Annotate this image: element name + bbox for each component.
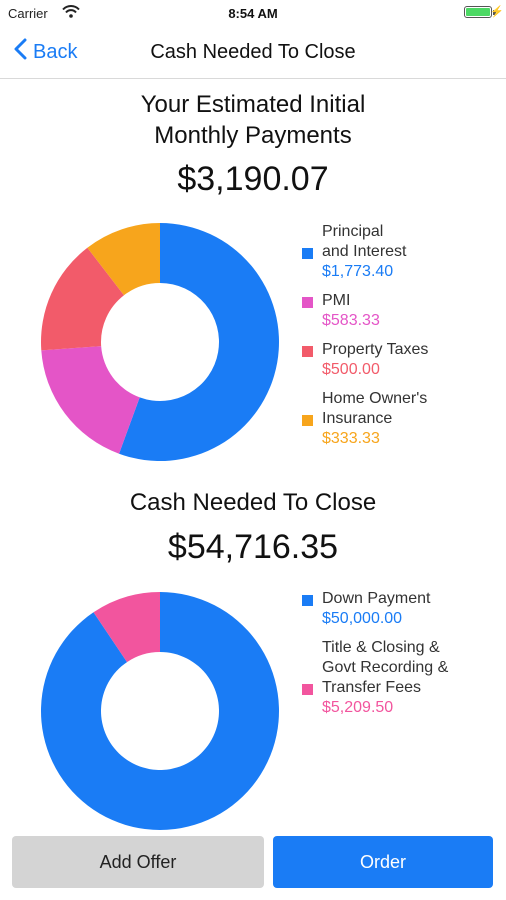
- legend-label: Principal and Interest: [322, 223, 407, 260]
- cash-to-close-legend: Down Payment $50,000.00 Title & Closing & …: [300, 589, 500, 727]
- chevron-left-icon: [14, 38, 33, 66]
- legend-swatch: [302, 297, 313, 308]
- charging-bolt-icon: ⚡: [490, 6, 504, 18]
- wifi-icon: [62, 5, 80, 21]
- status-time: 8:54 AM: [228, 6, 278, 21]
- legend-swatch: [302, 595, 313, 606]
- legend-item: Down Payment $50,000.00: [300, 589, 500, 629]
- legend-value: $50,000.00: [322, 610, 403, 627]
- back-button[interactable]: Back: [14, 38, 77, 66]
- legend-item: Property Taxes $500.00: [300, 340, 500, 380]
- legend-value: $1,773.40: [322, 263, 394, 280]
- legend-item: Principal and Interest $1,773.40: [300, 222, 500, 282]
- carrier-label: Carrier: [8, 6, 48, 21]
- legend-swatch: [302, 684, 313, 695]
- closing-total: $54,716.35: [167, 528, 339, 566]
- order-button[interactable]: Order: [273, 836, 493, 888]
- monthly-payments-legend: Principal and Interest $1,773.40 PMI $583.3…: [300, 222, 500, 458]
- legend-value: $5,209.50: [322, 699, 394, 716]
- donut-slice-title-closing-govt-recording-transfer-fees: [93, 592, 160, 663]
- donut-slice-down-payment: [41, 592, 279, 830]
- add-offer-button[interactable]: Add Offer: [12, 836, 264, 888]
- back-label: Back: [33, 40, 78, 63]
- legend-swatch: [302, 415, 313, 426]
- monthly-total: $3,190.07: [177, 160, 329, 198]
- legend-label: Home Owner's Insurance: [322, 390, 428, 427]
- navigation-bar: Back Cash Needed To Close: [0, 26, 506, 79]
- monthly-heading-line1: Your Estimated Initial: [140, 91, 366, 118]
- legend-item: Home Owner's Insurance $333.33: [300, 389, 500, 449]
- status-bar: Carrier 8:54 AM ⚡: [0, 0, 506, 26]
- monthly-payments-donut-chart: [40, 223, 280, 461]
- legend-item: Title & Closing & Govt Recording & Trans…: [300, 638, 500, 718]
- donut-slice-home-owner-s-insurance: [87, 223, 160, 296]
- legend-label: Property Taxes: [322, 341, 429, 358]
- donut-slice-principal-and-interest: [119, 223, 280, 461]
- battery-icon: [464, 6, 492, 18]
- cash-to-close-donut-chart: [41, 592, 279, 830]
- legend-value: $333.33: [322, 430, 380, 447]
- closing-heading: Cash Needed To Close: [129, 489, 377, 516]
- legend-swatch: [302, 248, 313, 259]
- legend-label: Down Payment: [322, 590, 431, 607]
- legend-label: Title & Closing & Govt Recording & Trans…: [322, 639, 449, 696]
- monthly-heading-line2: Monthly Payments: [154, 122, 352, 149]
- legend-value: $500.00: [322, 361, 380, 378]
- legend-swatch: [302, 346, 313, 357]
- legend-value: $583.33: [322, 312, 380, 329]
- legend-label: PMI: [322, 292, 351, 309]
- legend-item: PMI $583.33: [300, 291, 500, 331]
- donut-slice-pmi: [41, 346, 140, 454]
- battery-cap: [493, 10, 496, 15]
- donut-slice-property-taxes: [40, 247, 124, 351]
